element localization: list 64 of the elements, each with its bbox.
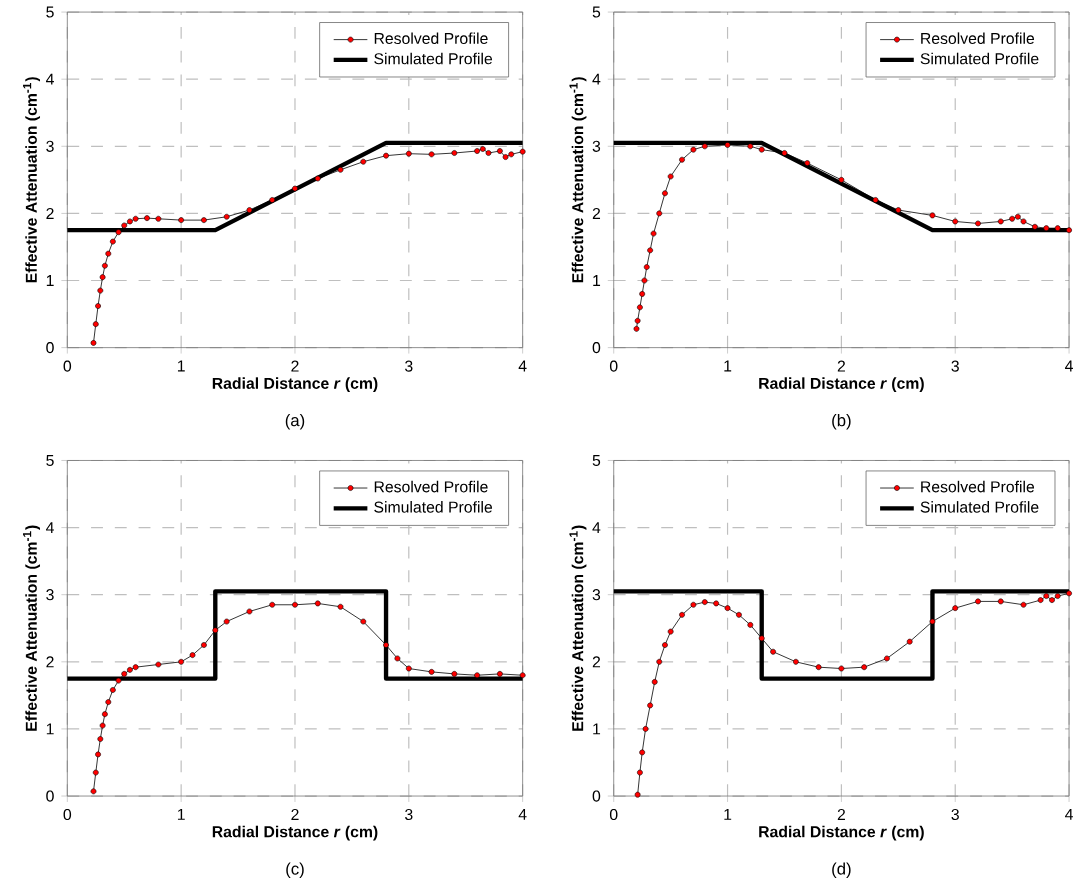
- legend-label: Simulated Profile: [374, 501, 493, 513]
- y-tick-label: 2: [46, 656, 54, 668]
- y-tick-label: 5: [46, 455, 54, 467]
- x-axis-title: Radial Distance r (cm): [759, 825, 924, 841]
- y-tick-label: 2: [592, 656, 601, 668]
- x-tick-label: 2: [291, 360, 299, 372]
- x-tick-label: 1: [724, 809, 732, 821]
- text: (d): [832, 862, 851, 879]
- x-tick-label: 0: [63, 360, 72, 372]
- x-tick-label: 0: [609, 809, 618, 821]
- legend-label: Simulated Profile: [920, 501, 1039, 513]
- text: (b): [832, 414, 851, 430]
- y-tick-label: 5: [592, 6, 601, 18]
- x-tick-label: 0: [609, 360, 618, 372]
- y-axis-title: Effective Attenuation (cm$^{-1}$): [23, 525, 41, 731]
- x-axis-title: Radial Distance r (cm): [759, 377, 924, 393]
- x-tick-label: 3: [951, 809, 959, 821]
- x-axis-title: Radial Distance r (cm): [212, 377, 378, 393]
- y-tick-label: 4: [46, 73, 54, 85]
- y-tick-label: 3: [592, 589, 601, 601]
- x-tick-label: 1: [724, 360, 732, 372]
- y-tick-label: 0: [46, 790, 54, 802]
- x-tick-label: 0: [63, 809, 72, 821]
- y-tick-label: 0: [46, 342, 54, 354]
- x-tick-label: 4: [1065, 809, 1073, 821]
- x-tick-label: 1: [177, 809, 185, 821]
- y-tick-label: 4: [592, 522, 601, 534]
- y-tick-label: 1: [593, 275, 601, 287]
- y-axis-title: Effective Attenuation (cm$^{-1}$): [23, 77, 41, 283]
- x-tick-label: 3: [405, 809, 413, 821]
- y-axis-title: Effective Attenuation (cm$^{-1}$): [569, 77, 587, 283]
- y-axis-title: Effective Attenuation (cm$^{-1}$): [569, 525, 587, 731]
- y-tick-label: 5: [592, 455, 601, 467]
- y-tick-label: 5: [46, 6, 54, 18]
- y-tick-label: 3: [46, 140, 54, 153]
- x-tick-label: 2: [291, 809, 299, 821]
- x-axis-title: Radial Distance r (cm): [212, 825, 378, 841]
- y-tick-label: 4: [46, 522, 54, 534]
- x-tick-label: 3: [405, 360, 413, 372]
- y-tick-label: 1: [46, 275, 54, 287]
- y-tick-label: 0: [592, 790, 601, 802]
- legend-label: Resolved Profile: [921, 481, 1035, 493]
- y-tick-label: 1: [593, 723, 601, 735]
- x-tick-label: 2: [837, 809, 845, 821]
- text: (c): [286, 862, 304, 879]
- y-tick-label: 4: [592, 73, 601, 85]
- legend-label: Resolved Profile: [921, 32, 1035, 45]
- legend-label: Resolved Profile: [374, 481, 488, 493]
- x-tick-label: 4: [518, 360, 527, 372]
- x-tick-label: 4: [518, 809, 527, 821]
- y-tick-label: 1: [46, 723, 54, 735]
- x-tick-label: 2: [837, 360, 845, 372]
- y-tick-label: 2: [592, 208, 601, 220]
- y-tick-label: 2: [46, 208, 54, 220]
- y-tick-label: 0: [592, 342, 601, 354]
- x-tick-label: 4: [1065, 360, 1073, 372]
- y-tick-label: 3: [592, 140, 601, 153]
- x-tick-label: 1: [177, 360, 185, 372]
- legend-label: Simulated Profile: [920, 52, 1039, 65]
- x-tick-label: 3: [951, 360, 959, 372]
- legend-label: Simulated Profile: [374, 52, 493, 65]
- legend-label: Resolved Profile: [374, 32, 488, 45]
- y-tick-label: 3: [46, 589, 54, 601]
- text: (a): [285, 414, 305, 430]
